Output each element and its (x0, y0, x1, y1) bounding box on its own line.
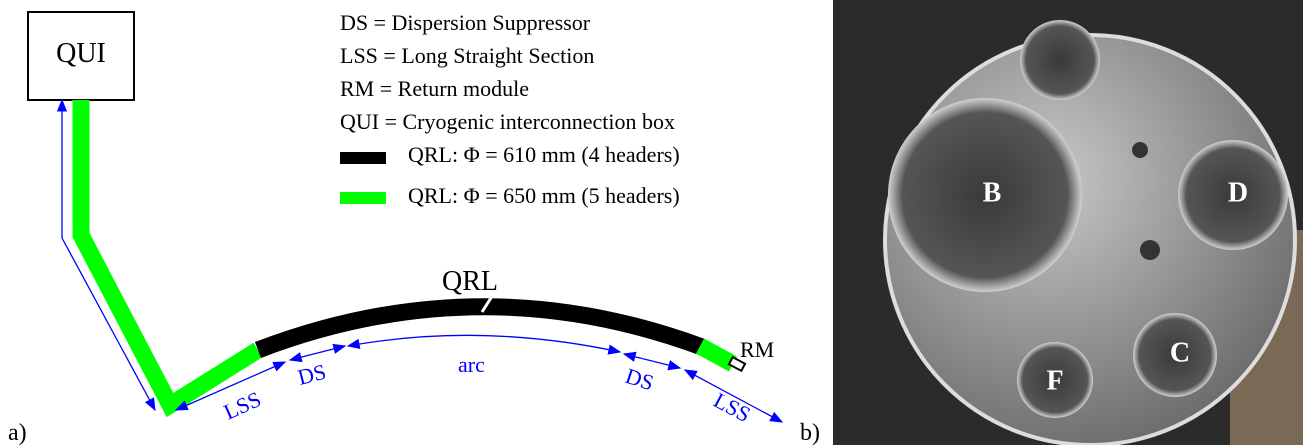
legend-swatch (340, 192, 386, 204)
segment-label: LSS (710, 387, 755, 427)
pipe (1017, 342, 1093, 418)
legend-label: QRL: Φ = 650 mm (5 headers) (408, 183, 680, 208)
qrl-green (695, 338, 738, 372)
segment-label: DS (622, 363, 656, 395)
pipe (888, 98, 1082, 292)
pipe-label: C (1170, 337, 1190, 368)
definition: DS = Dispersion Suppressor (340, 10, 591, 35)
qui-box (27, 11, 135, 101)
definition: RM = Return module (340, 76, 529, 101)
segment-label: arc (458, 352, 485, 377)
dimension-arrows (56, 98, 784, 423)
definition: LSS = Long Straight Section (340, 43, 594, 68)
panel-label: b) (800, 420, 820, 445)
pipe (1133, 313, 1217, 397)
panel-label: a) (8, 420, 27, 445)
pipe (1020, 20, 1100, 100)
hole (1132, 142, 1148, 158)
pipe-label: B (983, 177, 1002, 208)
qrl-label: QRL (442, 266, 498, 297)
hole (1140, 240, 1160, 260)
rm-label: RM (740, 337, 774, 362)
pipe-label: D (1228, 177, 1248, 208)
break-mark (480, 289, 498, 313)
pipe (1178, 140, 1288, 250)
segment-label: LSS (220, 386, 265, 424)
qrl-green (72, 100, 263, 418)
pipe-label: F (1046, 365, 1063, 396)
qui-label: QUI (56, 38, 106, 69)
rm-box (727, 355, 747, 373)
definition: QUI = Cryogenic interconnection box (340, 109, 675, 134)
segment-label: DS (295, 359, 328, 390)
qrl-black (254, 298, 705, 358)
legend-swatch (340, 152, 386, 164)
legend-label: QRL: Φ = 610 mm (4 headers) (408, 142, 680, 167)
